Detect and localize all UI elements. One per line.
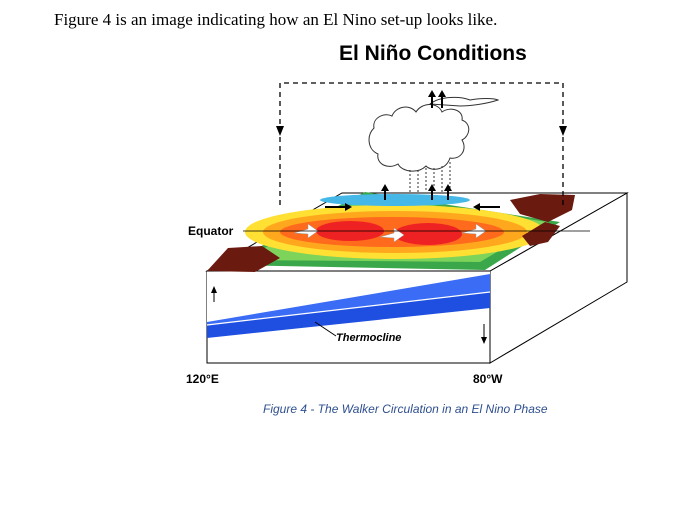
- current-arrow: [379, 227, 405, 243]
- cloud-body: [368, 104, 470, 172]
- updraft-arrowhead: [428, 90, 436, 97]
- ocean-mid: [207, 274, 490, 325]
- wind-arrowhead-west: [345, 203, 352, 211]
- updraft-arrowhead: [444, 184, 452, 191]
- updraft-arrowheads: [381, 90, 452, 191]
- ocean-down-arrowhead: [481, 337, 487, 344]
- updraft-arrows: [384, 96, 449, 200]
- updraft-arrowhead: [381, 184, 389, 191]
- thermocline-label: Thermocline: [336, 332, 402, 344]
- updraft-arrowhead: [438, 90, 446, 97]
- longitude-west-label: 120°E: [186, 372, 219, 386]
- figure-title: El Niño Conditions: [339, 42, 527, 65]
- longitude-east-label: 80°W: [473, 372, 503, 386]
- upper-ocean: [207, 271, 490, 322]
- land-east-south: [522, 222, 560, 246]
- intro-text: Figure 4 is an image indicating how an E…: [54, 10, 498, 29]
- updraft-arrowhead: [428, 184, 436, 191]
- walker-circulation-loop: [279, 82, 564, 205]
- thermocline-line: [206, 291, 491, 326]
- wind-arrowhead-east: [473, 203, 480, 211]
- land-west: [207, 246, 280, 272]
- equator-label: Equator: [188, 224, 234, 238]
- convection-cloud: [368, 96, 500, 172]
- ocean-deep: [207, 292, 490, 338]
- ocean-up-arrowhead: [211, 286, 217, 293]
- sst-warm-core-east: [394, 223, 462, 245]
- downdraft-arrow-east: [559, 126, 567, 136]
- land-east-north: [510, 194, 575, 222]
- cloud-anvil: [428, 96, 500, 107]
- downdraft-arrow-west: [276, 126, 284, 136]
- figure-caption: Figure 4 - The Walker Circulation in an …: [263, 402, 548, 416]
- thermocline-pointer: [314, 321, 337, 337]
